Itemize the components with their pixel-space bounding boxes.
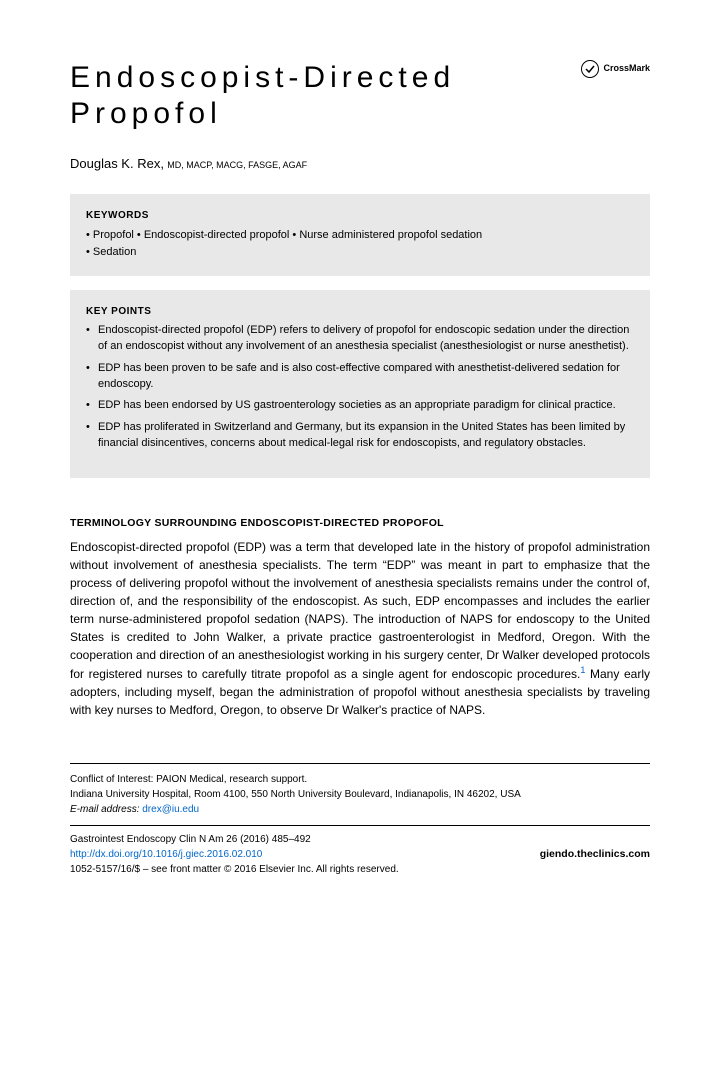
email-label: E-mail address:: [70, 804, 139, 815]
footer-bottom: Gastrointest Endoscopy Clin N Am 26 (201…: [70, 825, 650, 877]
header-row: Endoscopist-Directed Propofol CrossMark: [70, 60, 650, 132]
keypoint-item: EDP has proliferated in Switzerland and …: [86, 420, 634, 452]
keypoint-item: EDP has been endorsed by US gastroentero…: [86, 398, 634, 414]
crossmark-label: CrossMark: [603, 62, 650, 76]
keywords-list: • Propofol • Endoscopist-directed propof…: [86, 227, 634, 262]
body-paragraph: Endoscopist-directed propofol (EDP) was …: [70, 538, 650, 719]
keywords-box: KEYWORDS • Propofol • Endoscopist-direct…: [70, 194, 650, 276]
footer-block: Conflict of Interest: PAION Medical, res…: [70, 763, 650, 877]
keypoints-box: KEY POINTS Endoscopist-directed propofol…: [70, 290, 650, 479]
section-heading: TERMINOLOGY SURROUNDING ENDOSCOPIST-DIRE…: [70, 516, 650, 532]
author-credentials: MD, MACP, MACG, FASGE, AGAF: [167, 160, 307, 170]
keypoint-item: Endoscopist-directed propofol (EDP) refe…: [86, 323, 634, 355]
conflict-line: Conflict of Interest: PAION Medical, res…: [70, 772, 650, 787]
keywords-label: KEYWORDS: [86, 208, 634, 223]
keypoints-label: KEY POINTS: [86, 304, 634, 319]
crossmark-badge[interactable]: CrossMark: [581, 60, 650, 78]
address-line: Indiana University Hospital, Room 4100, …: [70, 787, 650, 802]
email-line: E-mail address: drex@iu.edu: [70, 802, 650, 817]
journal-site[interactable]: giendo.theclinics.com: [540, 847, 650, 863]
body-text-before-ref: Endoscopist-directed propofol (EDP) was …: [70, 540, 650, 681]
issn-line: 1052-5157/16/$ – see front matter © 2016…: [70, 862, 399, 877]
author-name: Douglas K. Rex,: [70, 156, 164, 171]
keypoints-list: Endoscopist-directed propofol (EDP) refe…: [86, 323, 634, 453]
keypoint-item: EDP has been proven to be safe and is al…: [86, 361, 634, 393]
author-line: Douglas K. Rex, MD, MACP, MACG, FASGE, A…: [70, 154, 650, 174]
journal-line: Gastrointest Endoscopy Clin N Am 26 (201…: [70, 832, 399, 847]
crossmark-icon: [581, 60, 599, 78]
footer-left: Gastrointest Endoscopy Clin N Am 26 (201…: [70, 832, 399, 877]
article-title: Endoscopist-Directed Propofol: [70, 60, 455, 132]
doi-link[interactable]: http://dx.doi.org/10.1016/j.giec.2016.02…: [70, 849, 262, 860]
title-line-1: Endoscopist-Directed: [70, 61, 455, 94]
title-line-2: Propofol: [70, 97, 222, 130]
email-link[interactable]: drex@iu.edu: [142, 804, 199, 815]
